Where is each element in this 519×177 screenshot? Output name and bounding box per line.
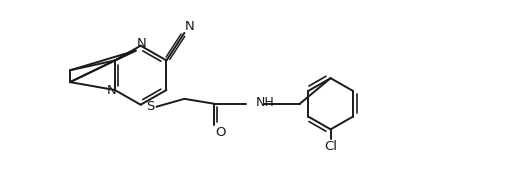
Text: O: O [215,126,225,139]
Text: NH: NH [256,96,275,109]
Text: Cl: Cl [324,140,337,153]
Text: N: N [137,37,146,50]
Text: S: S [146,100,155,113]
Text: N: N [107,84,117,98]
Text: N: N [184,21,194,33]
